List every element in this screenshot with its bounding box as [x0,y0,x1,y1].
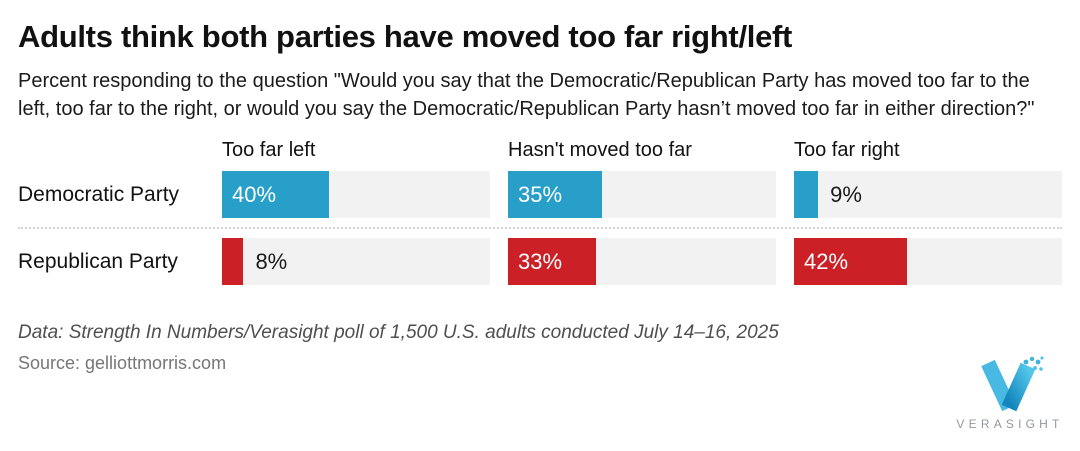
row-label-republican-party: Republican Party [18,249,178,273]
column-header-too-far-right: Too far right [794,139,900,161]
bar-fill [794,171,819,218]
bar-track: 35% [508,171,776,218]
bar-value-label: 8% [255,249,288,274]
republican-party-row: Republican Party 8% 33% 42% [18,238,1062,285]
democratic-party-row: Democratic Party 40% 35% 9% [18,171,1062,218]
bar-track: 9% [794,171,1062,218]
chart-subtitle: Percent responding to the question "Woul… [18,70,1035,120]
bar-track: 8% [222,238,490,285]
verasight-v-icon [981,356,1044,412]
bar-fill [508,171,602,218]
bar-value-label: 42% [804,249,849,274]
bar-value-label: 35% [518,182,563,207]
bar-fill [794,238,907,285]
column-header-too-far-left: Too far left [222,139,316,161]
bar-value-label: 33% [518,249,563,274]
page-title: Adults think both parties have moved too… [18,19,793,54]
bar-chart: Too far left Hasn't moved too far Too fa… [18,139,1062,285]
bar-track: 33% [508,238,776,285]
bar-track: 40% [222,171,490,218]
bar-value-label: 9% [830,182,862,207]
verasight-wordmark: VERASIGHT [956,417,1064,431]
data-note: Data: Strength In Numbers/Verasight poll… [18,322,779,343]
bar-fill [222,238,244,285]
verasight-logo: VERASIGHT [952,356,1068,431]
bar-value-label: 40% [232,182,277,207]
column-header-hasnt-moved-too-far: Hasn't moved too far [508,139,692,161]
bar-fill [508,238,597,285]
row-separator [18,227,1062,229]
column-header-row: Too far left Hasn't moved too far Too fa… [18,139,1062,171]
row-label-democratic-party: Democratic Party [18,182,180,206]
bar-track: 42% [794,238,1062,285]
source-line: Source: gelliottmorris.com [18,353,227,373]
bar-fill [222,171,330,218]
